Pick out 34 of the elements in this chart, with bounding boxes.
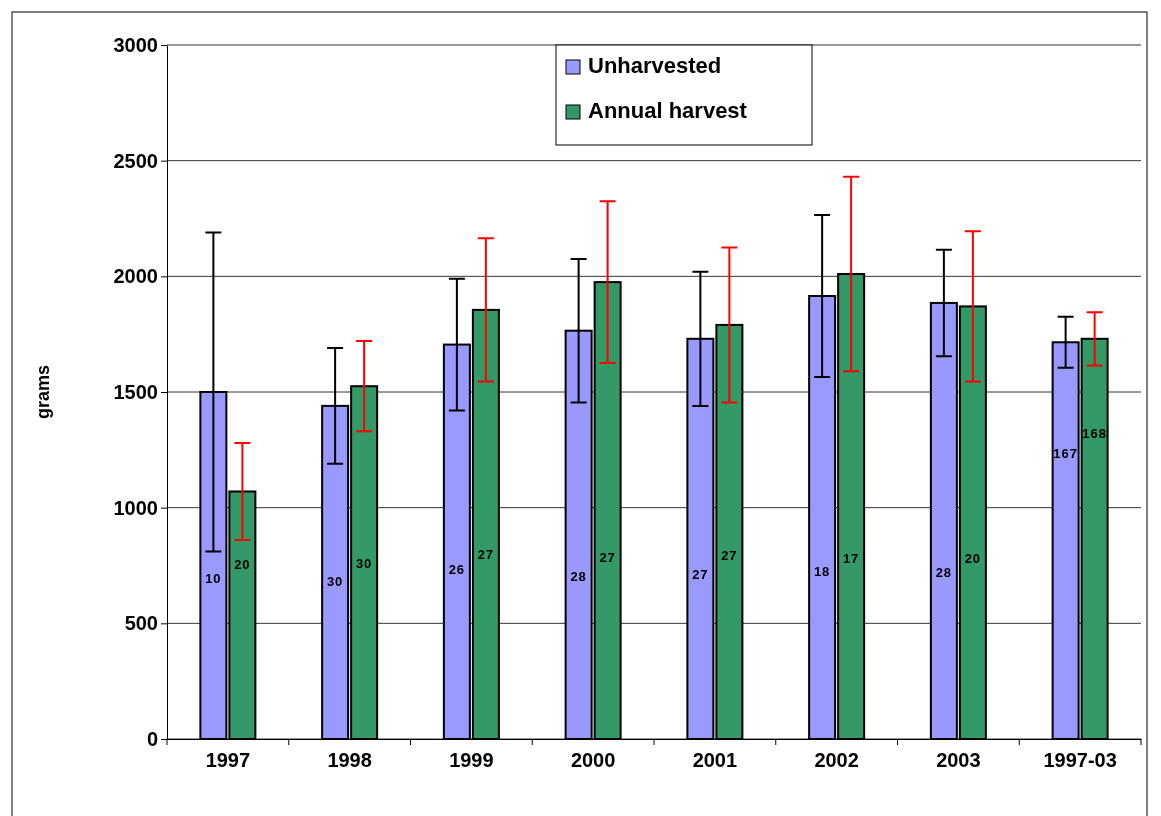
y-tick-label: 3000 (113, 33, 158, 56)
annotation: 30 (355, 555, 373, 571)
y-tick-label: 2500 (113, 149, 158, 172)
annotation: 17 (842, 551, 860, 567)
x-tick-label: 2003 (936, 749, 981, 772)
annotation: 10 (205, 570, 222, 586)
annotation: 168 (1082, 426, 1107, 442)
x-tick-label: 1997 (205, 749, 251, 772)
annotation: 27 (721, 547, 738, 563)
x-tick-label: 2000 (570, 749, 616, 772)
y-tick-label: 2000 (113, 265, 158, 288)
y-tick-label: 1500 (113, 380, 158, 403)
annotation: 28 (570, 568, 587, 584)
y-axis-title: grams (33, 364, 53, 420)
x-tick-label: 1998 (327, 749, 372, 772)
y-tick-label: 0 (146, 727, 158, 750)
annotation: 28 (935, 565, 953, 581)
annotation: 30 (326, 574, 344, 590)
annotation: 27 (477, 546, 495, 562)
x-tick-label: 1999 (449, 749, 494, 772)
y-tick-label: 1000 (113, 496, 158, 519)
x-tick-label: 1997-03 (1043, 749, 1117, 772)
legend-label: Unharvested (588, 52, 722, 78)
annotation: 20 (964, 551, 982, 567)
annotation: 167 (1053, 445, 1078, 461)
annotation: 27 (692, 567, 709, 583)
annotation: 26 (448, 561, 466, 577)
annotation: 20 (234, 556, 251, 572)
annotation: 27 (599, 550, 616, 565)
x-tick-label: 2002 (814, 749, 859, 772)
annotation: 18 (813, 563, 831, 579)
legend-label: Annual harvest (588, 97, 748, 123)
x-tick-label: 2001 (692, 749, 738, 772)
y-tick-label: 500 (124, 612, 158, 635)
